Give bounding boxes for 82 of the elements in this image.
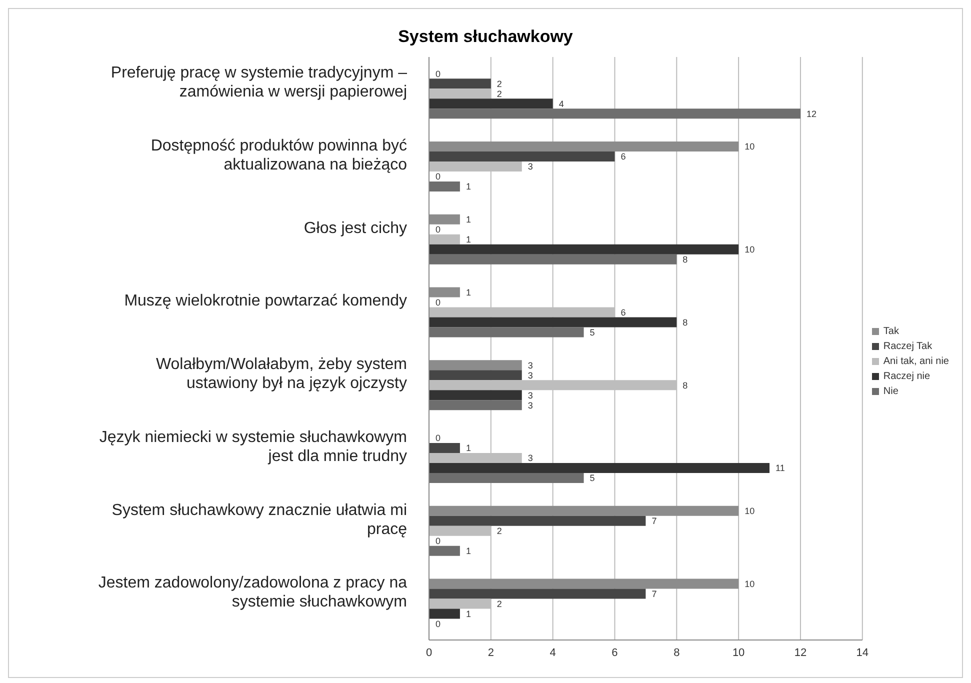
x-tick-label: 14 bbox=[856, 646, 869, 659]
data-label: 10 bbox=[744, 244, 755, 255]
data-label: 5 bbox=[590, 473, 595, 484]
data-label: 11 bbox=[776, 463, 785, 474]
data-label: 0 bbox=[436, 536, 441, 546]
data-label: 2 bbox=[496, 88, 502, 99]
legend-label: Tak bbox=[883, 325, 899, 339]
y-tick-label: Muszę wielokrotnie powtarzać komendy bbox=[124, 292, 407, 310]
y-tick-label: Dostępność produktów powinna być aktualizowana na bieżąco bbox=[150, 137, 408, 174]
data-label: 3 bbox=[528, 400, 533, 410]
x-tick-label: 8 bbox=[674, 646, 680, 659]
y-tick-label: Jestem zadowolony/zadowolona z pracy na systemie słuchawkowym bbox=[98, 574, 408, 611]
x-tick-label: 4 bbox=[550, 646, 556, 659]
data-label: 1 bbox=[466, 443, 471, 454]
bar bbox=[429, 98, 553, 109]
data-label: 0 bbox=[436, 224, 441, 235]
data-label: 1 bbox=[466, 214, 471, 225]
data-label: 7 bbox=[652, 516, 657, 526]
data-label: 6 bbox=[620, 307, 626, 318]
data-label: 8 bbox=[682, 254, 688, 265]
bar bbox=[429, 244, 739, 254]
data-label: 7 bbox=[652, 588, 657, 599]
data-label: 8 bbox=[682, 317, 688, 328]
data-label: 0 bbox=[436, 618, 441, 629]
data-label: 3 bbox=[528, 370, 533, 380]
data-label: 2 bbox=[496, 598, 502, 609]
data-label: 10 bbox=[744, 506, 755, 516]
bar bbox=[429, 317, 677, 328]
chart-title: System słuchawkowy bbox=[397, 26, 574, 48]
data-label: 0 bbox=[436, 433, 441, 444]
data-label: 6 bbox=[620, 152, 626, 162]
data-label: 1 bbox=[466, 287, 471, 298]
bar bbox=[429, 78, 491, 89]
data-label: 0 bbox=[436, 68, 441, 79]
bar bbox=[429, 473, 584, 484]
y-tick-label: Preferuję pracę w systemie tradycyjnym – zamówienia w wersji papierowej bbox=[110, 64, 408, 101]
legend-label: Raczej nie bbox=[883, 370, 930, 384]
bar bbox=[429, 327, 584, 338]
data-label: 1 bbox=[466, 546, 471, 556]
data-label: 2 bbox=[496, 526, 502, 536]
data-label: 3 bbox=[528, 453, 533, 464]
bar bbox=[429, 108, 800, 119]
bar bbox=[429, 370, 522, 380]
legend-label: Ani tak, ani nie bbox=[883, 355, 949, 369]
y-tick-label: Głos jest cichy bbox=[304, 220, 407, 237]
data-label: 4 bbox=[558, 98, 564, 109]
bar bbox=[429, 152, 615, 162]
bar bbox=[429, 588, 646, 599]
y-tick-label: Język niemiecki w systemie słuchawkowym jest dla mnie trudny bbox=[99, 428, 407, 465]
data-label: 10 bbox=[744, 578, 755, 589]
bar bbox=[429, 546, 460, 556]
data-label: 1 bbox=[466, 608, 471, 619]
data-label: 12 bbox=[806, 108, 816, 119]
bar bbox=[429, 443, 460, 454]
data-label: 3 bbox=[528, 360, 533, 370]
data-label: 1 bbox=[466, 234, 471, 245]
data-label: 3 bbox=[528, 390, 533, 400]
data-label: 0 bbox=[436, 297, 441, 308]
data-label: 8 bbox=[682, 380, 688, 390]
bar bbox=[429, 254, 677, 264]
data-label: 10 bbox=[744, 142, 755, 152]
x-tick-label: 0 bbox=[426, 646, 432, 659]
x-tick-label: 12 bbox=[794, 646, 807, 659]
data-label: 3 bbox=[528, 162, 533, 172]
data-label: 1 bbox=[466, 182, 471, 192]
y-tick-label: Wolałbym/Wolałabym, żeby system ustawiony był na język ojczysty bbox=[156, 356, 407, 392]
bar bbox=[429, 516, 646, 526]
data-label: 2 bbox=[496, 78, 502, 89]
bar bbox=[429, 234, 460, 244]
legend-label: Raczej Tak bbox=[883, 340, 932, 354]
data-label: 5 bbox=[590, 327, 595, 338]
x-tick-label: 6 bbox=[612, 646, 618, 659]
bar bbox=[429, 400, 522, 410]
x-tick-label: 10 bbox=[732, 646, 745, 659]
bar bbox=[429, 463, 770, 474]
x-tick-label: 2 bbox=[488, 646, 494, 659]
data-label: 0 bbox=[436, 172, 441, 182]
legend-label: Nie bbox=[883, 385, 898, 399]
bar bbox=[429, 608, 460, 619]
bar bbox=[429, 390, 522, 400]
bar bbox=[429, 182, 460, 192]
y-tick-label: System słuchawkowy znacznie ułatwia mi pracę bbox=[112, 502, 408, 538]
